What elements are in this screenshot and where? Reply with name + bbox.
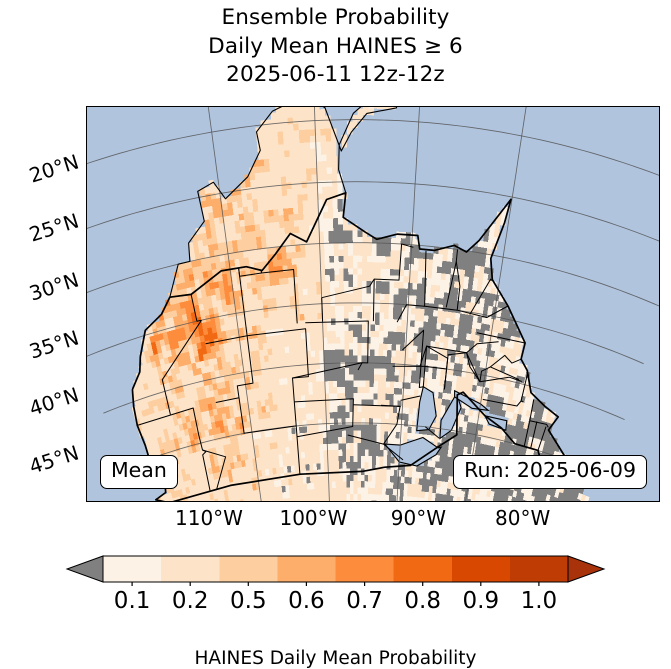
member-label-box: Mean bbox=[100, 455, 178, 489]
lat-label-30: 30°N bbox=[26, 267, 81, 305]
lat-label-35: 35°N bbox=[26, 325, 81, 363]
colorbar-tick-1.0: 1.0 bbox=[521, 588, 558, 614]
colorbar-over-arrow bbox=[568, 556, 604, 582]
colorbar-block: 0.1 0.2 0.5 0.6 0.7 0.8 0.9 1.0 HAINES Daily Me… bbox=[0, 552, 671, 669]
lat-label-20: 20°N bbox=[26, 149, 81, 187]
member-label: Mean bbox=[111, 458, 167, 482]
lon-label-80: 80°W bbox=[495, 506, 550, 530]
map-panel[interactable]: Mean Run: 2025-06-09 bbox=[86, 106, 660, 502]
colorbar-tick-0.1: 0.1 bbox=[114, 588, 151, 614]
lat-label-40: 40°N bbox=[26, 383, 81, 421]
lat-label-45: 45°N bbox=[26, 440, 81, 478]
title-line-3: 2025-06-11 12z-12z bbox=[0, 61, 671, 90]
lat-label-25: 25°N bbox=[26, 209, 81, 247]
colorbar-tick-0.8: 0.8 bbox=[404, 588, 441, 614]
colorbar-axis-label: HAINES Daily Mean Probability bbox=[0, 648, 671, 669]
colorbar-tick-0.9: 0.9 bbox=[463, 588, 500, 614]
map-raster bbox=[87, 107, 660, 502]
colorbar-tick-0.5: 0.5 bbox=[230, 588, 267, 614]
run-date-box: Run: 2025-06-09 bbox=[453, 455, 647, 489]
colorbar-tick-labels: 0.1 0.2 0.5 0.6 0.7 0.8 0.9 1.0 bbox=[63, 588, 608, 618]
run-date-label: Run: 2025-06-09 bbox=[464, 458, 636, 482]
lon-label-110: 110°W bbox=[175, 506, 243, 530]
figure-title: Ensemble Probability Daily Mean HAINES ≥… bbox=[0, 4, 671, 90]
colorbar-under-arrow bbox=[67, 556, 103, 582]
colorbar-tick-0.2: 0.2 bbox=[172, 588, 209, 614]
colorbar-svg bbox=[63, 552, 608, 588]
colorbar-tick-0.7: 0.7 bbox=[346, 588, 383, 614]
colorbar-swatches[interactable] bbox=[63, 552, 608, 588]
lon-label-100: 100°W bbox=[279, 506, 347, 530]
colorbar-tick-0.6: 0.6 bbox=[288, 588, 325, 614]
title-line-1: Ensemble Probability bbox=[0, 4, 671, 33]
lon-label-90: 90°W bbox=[391, 506, 446, 530]
title-line-2: Daily Mean HAINES ≥ 6 bbox=[0, 33, 671, 62]
